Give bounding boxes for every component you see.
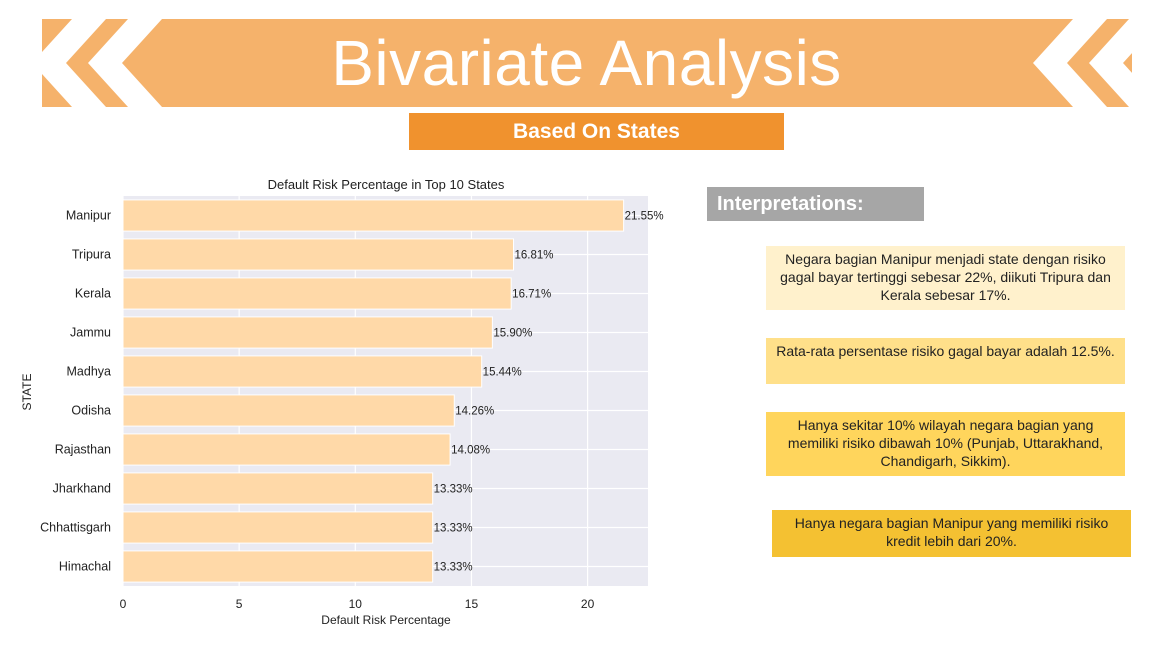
x-tick-label: 20 <box>581 597 595 611</box>
bar-value-label: 16.71% <box>512 289 551 301</box>
interpretation-box-3: Hanya sekitar 10% wilayah negara bagian … <box>766 412 1125 476</box>
bar-value-label: 14.08% <box>451 445 490 457</box>
y-tick-label: Manipur <box>66 209 111 223</box>
y-tick-label: Kerala <box>75 287 111 301</box>
bar-madhya <box>122 355 483 388</box>
y-tick-label: Odisha <box>71 404 111 418</box>
interpretations-heading: Interpretations: <box>707 187 924 221</box>
bar-value-label: 21.55% <box>625 211 664 223</box>
bar-value-label: 16.81% <box>514 250 553 262</box>
bar-value-label: 13.33% <box>434 562 473 574</box>
y-tick-label: Madhya <box>67 365 112 379</box>
bars-group: 21.55% 16.81% 16.71% 15.90% 15.44% 14.26% 14.0… <box>122 199 664 583</box>
y-tick-label: Chhattisgarh <box>40 521 111 535</box>
y-axis-label: STATE <box>20 374 34 411</box>
bar-value-label: 13.33% <box>434 484 473 496</box>
bar-value-label: 13.33% <box>434 523 473 535</box>
page-title: Bivariate Analysis <box>331 27 842 99</box>
x-tick-label: 0 <box>120 597 127 611</box>
y-tick-label: Tripura <box>72 248 111 262</box>
bar-manipur <box>122 199 625 232</box>
bar-chart: Default Risk Percentage in Top 10 States… <box>20 177 664 627</box>
interpretation-box-1: Negara bagian Manipur menjadi state deng… <box>766 246 1125 310</box>
bar-odisha <box>122 394 455 427</box>
x-tick-labels: 0 5 10 15 20 <box>120 597 595 611</box>
bar-kerala <box>122 277 512 310</box>
bar-jharkhand <box>122 472 434 505</box>
interpretation-box-4: Hanya negara bagian Manipur yang memilik… <box>772 510 1131 557</box>
x-tick-label: 10 <box>349 597 363 611</box>
chart-title: Default Risk Percentage in Top 10 States <box>268 177 505 192</box>
bar-jammu <box>122 316 493 349</box>
bar-rajasthan <box>122 433 451 466</box>
y-tick-labels: Manipur Tripura Kerala Jammu Madhya Odisha Raj… <box>40 209 111 574</box>
bar-chhattisgarh <box>122 511 434 544</box>
y-tick-label: Jharkhand <box>53 482 111 496</box>
section-subtitle: Based On States <box>409 113 784 150</box>
chevrons-right-icon <box>1033 19 1163 107</box>
interpretation-box-2: Rata-rata persentase risiko gagal bayar … <box>766 338 1125 384</box>
x-axis-label: Default Risk Percentage <box>321 613 451 627</box>
y-tick-label: Jammu <box>70 326 111 340</box>
y-tick-label: Rajasthan <box>55 443 111 457</box>
chevrons-left-icon <box>32 19 162 107</box>
bar-tripura <box>122 238 514 271</box>
header-banner <box>42 19 1132 107</box>
x-tick-label: 5 <box>236 597 243 611</box>
bar-value-label: 15.90% <box>493 328 532 340</box>
y-tick-label: Himachal <box>59 560 111 574</box>
bar-value-label: 15.44% <box>483 367 522 379</box>
x-tick-label: 15 <box>465 597 479 611</box>
bar-himachal <box>122 550 434 583</box>
bar-value-label: 14.26% <box>455 406 494 418</box>
